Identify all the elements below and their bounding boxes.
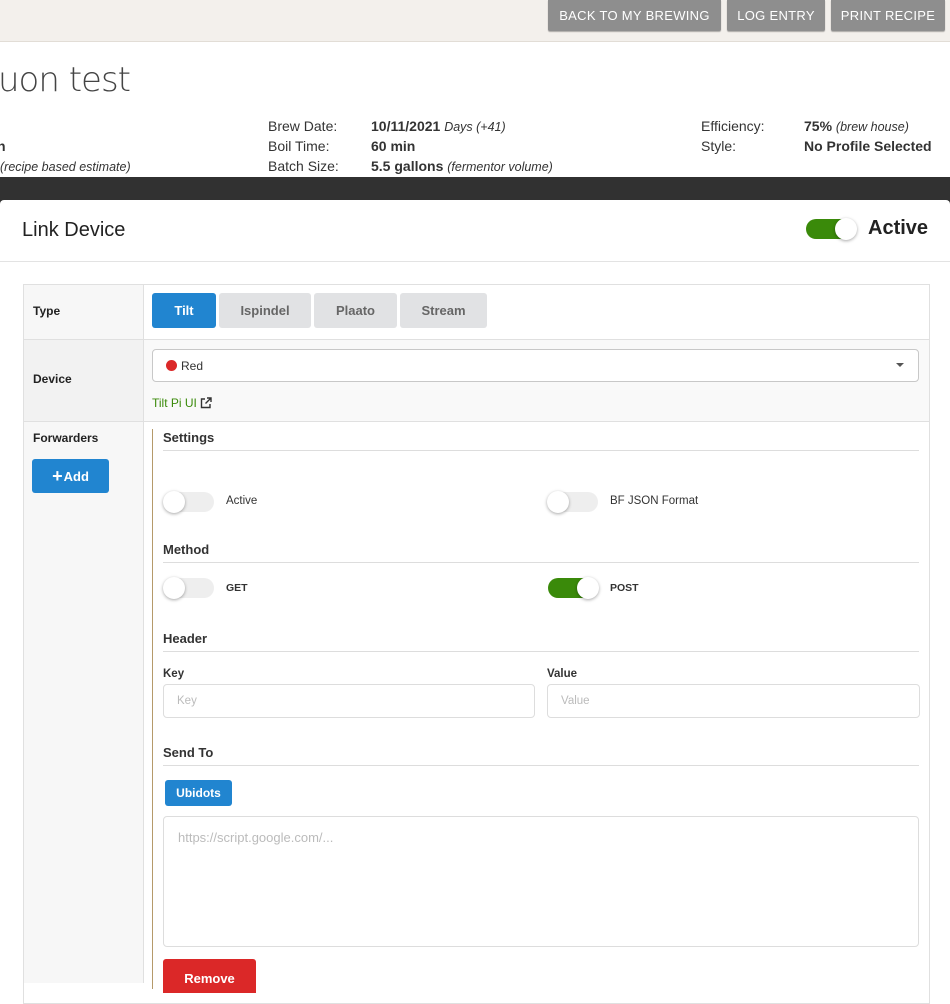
type-stream-button[interactable]: Stream [400, 293, 487, 328]
plus-icon: + [52, 465, 63, 486]
modal-title: Link Device [22, 219, 126, 241]
back-to-my-brewing-button[interactable]: BACK TO MY BREWING [548, 0, 721, 31]
value-label: Value [547, 668, 578, 680]
row-divider [24, 421, 930, 422]
type-label: Type [33, 304, 61, 318]
header-key-input[interactable]: Key [163, 684, 535, 718]
red-dot-icon [166, 360, 177, 371]
style: No Profile Selected [804, 138, 932, 154]
type-ispindel-button[interactable]: Ispindel [219, 293, 311, 328]
forwarders-label: Forwarders [33, 431, 99, 445]
column-divider [143, 285, 144, 983]
divider [163, 450, 919, 451]
post-label: POST [610, 582, 639, 594]
recipe-title: uon test [0, 60, 131, 100]
boil-time: 60 min [371, 138, 416, 154]
partial-label: h [0, 138, 6, 154]
efficiency-label: Efficiency: [701, 118, 765, 134]
batch-size: 5.5 gallons [371, 158, 444, 174]
add-label: Add [63, 468, 89, 484]
device-label-cell [24, 339, 143, 421]
key-label: Key [163, 668, 185, 680]
divider [163, 765, 919, 766]
type-plaato-button[interactable]: Plaato [314, 293, 397, 328]
log-entry-button[interactable]: LOG ENTRY [727, 0, 825, 31]
forwarder-active-label: Active [226, 495, 258, 507]
send-to-url-textarea[interactable]: https://script.google.com/... [163, 816, 919, 947]
device-value: Red [181, 358, 204, 373]
brew-date-label: Brew Date: [268, 118, 338, 134]
estimate-note: (recipe based estimate) [0, 160, 131, 174]
efficiency-note: (brew house) [835, 120, 909, 134]
caret-down-icon [896, 363, 904, 367]
device-select[interactable]: Red [152, 349, 919, 382]
add-forwarder-button[interactable]: + Add [32, 459, 109, 493]
efficiency: 75% [804, 118, 833, 134]
get-label: GET [226, 582, 248, 594]
forwarder-accent-border [152, 429, 153, 989]
bf-json-format-label: BF JSON Format [610, 495, 699, 507]
post-toggle[interactable] [548, 577, 599, 599]
device-active-toggle[interactable] [806, 218, 857, 240]
bf-json-format-toggle[interactable] [547, 491, 598, 513]
get-toggle[interactable] [163, 577, 214, 599]
style-label: Style: [701, 138, 737, 154]
brew-date: 10/11/2021 [371, 118, 441, 134]
device-label: Device [33, 372, 72, 386]
ubidots-button[interactable]: Ubidots [165, 780, 232, 806]
divider [163, 651, 919, 652]
header-heading: Header [163, 631, 208, 646]
tilt-pi-ui-link-text: Tilt Pi UI [152, 396, 197, 410]
send-to-heading: Send To [163, 745, 214, 760]
boil-time-label: Boil Time: [268, 138, 330, 154]
print-recipe-button[interactable]: PRINT RECIPE [831, 0, 945, 31]
batch-note: (fermentor volume) [447, 160, 553, 174]
brew-days: Days (+41) [444, 120, 506, 134]
row-divider [24, 339, 930, 340]
forwarder-active-toggle[interactable] [163, 491, 214, 513]
settings-heading: Settings [163, 430, 215, 445]
type-tilt-button[interactable]: Tilt [152, 293, 216, 328]
tilt-pi-ui-link[interactable]: Tilt Pi UI [152, 396, 212, 410]
divider [0, 261, 950, 262]
divider [163, 562, 919, 563]
header-value-input[interactable]: Value [547, 684, 920, 718]
batch-size-label: Batch Size: [268, 158, 339, 174]
device-active-label: Active [868, 217, 929, 239]
method-heading: Method [163, 542, 210, 557]
external-link-icon [200, 397, 212, 409]
remove-forwarder-button[interactable]: Remove [163, 959, 256, 993]
